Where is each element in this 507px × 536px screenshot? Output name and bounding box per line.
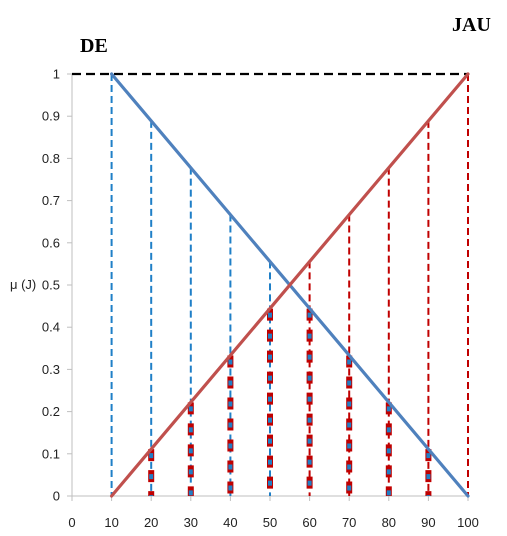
x-tick-label: 10: [104, 515, 118, 530]
y-tick-label: 0.1: [42, 446, 60, 461]
x-tick-label: 60: [302, 515, 316, 530]
y-tick-label: 0: [53, 489, 60, 504]
x-tick-label: 100: [457, 515, 479, 530]
x-tick-label: 50: [263, 515, 277, 530]
y-tick-label: 0.6: [42, 235, 60, 250]
x-tick-label: 80: [382, 515, 396, 530]
series-line-jau: [109, 72, 470, 498]
y-tick-label: 0.5: [42, 278, 60, 293]
annotation-jau: JAU: [452, 14, 491, 36]
y-tick-label: 0.8: [42, 151, 60, 166]
y-tick-label: 0.4: [42, 320, 60, 335]
x-tick-label: 90: [421, 515, 435, 530]
x-tick-label: 70: [342, 515, 356, 530]
y-tick-label: 0.3: [42, 362, 60, 377]
y-tick-label: 0.2: [42, 404, 60, 419]
x-tick-label: 40: [223, 515, 237, 530]
x-tick-label: 20: [144, 515, 158, 530]
y-tick-label: 1: [53, 67, 60, 82]
x-tick-label: 30: [184, 515, 198, 530]
x-tick-label: 0: [68, 515, 75, 530]
drop-lines: [72, 72, 469, 496]
y-tick-label: 0.7: [42, 193, 60, 208]
y-tick-label: 0.9: [42, 109, 60, 124]
labels: 00.10.20.30.40.50.60.70.80.910 10 20 30 40 50…: [10, 14, 491, 530]
axes: [67, 73, 469, 501]
annotation-de: DE: [80, 35, 108, 57]
y-axis-label: μ (J): [10, 277, 36, 292]
series-lines: [109, 72, 470, 498]
